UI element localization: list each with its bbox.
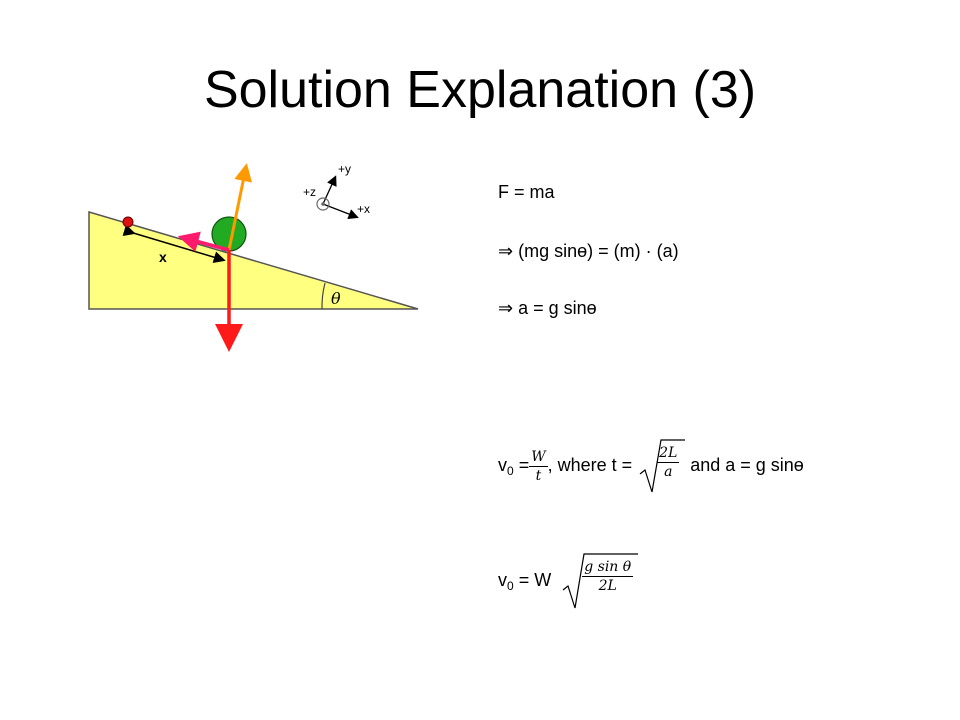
equation-forces: ⇒ (mg sinɵ) = (m) · (a) bbox=[498, 241, 679, 261]
sqrt-symbol bbox=[639, 439, 686, 493]
incline-ramp bbox=[88, 210, 419, 310]
equation-v0-definition: v0 = W t , where t = 2L a and a = g sinɵ bbox=[498, 438, 804, 494]
fraction-w-over-t: W t bbox=[529, 448, 548, 484]
sqrt-gsin-over-2l: g sin θ 2L bbox=[556, 552, 639, 610]
axis-label-x: +x bbox=[357, 202, 370, 216]
slide-title: Solution Explanation (3) bbox=[203, 61, 757, 119]
sqrt-2l-over-a: 2L a bbox=[637, 438, 686, 494]
axis-label-y: +y bbox=[338, 162, 351, 176]
friction-force-arrow bbox=[177, 231, 230, 252]
distance-arrow bbox=[122, 224, 226, 264]
sqrt-symbol bbox=[562, 553, 639, 609]
angle-label: θ bbox=[331, 289, 341, 308]
angle-arc bbox=[321, 282, 326, 310]
axes-icon: +y +z +x bbox=[303, 162, 370, 219]
equation-v0-result: v0 = W g sin θ 2L bbox=[498, 552, 639, 610]
axis-label-z: +z bbox=[303, 185, 316, 199]
equation-acceleration: ⇒ a = g sinɵ bbox=[498, 298, 597, 318]
normal-force-arrow bbox=[227, 163, 253, 251]
equation-newton: F = ma bbox=[498, 182, 555, 202]
start-marker bbox=[122, 216, 134, 228]
implies-symbol: ⇒ bbox=[498, 241, 514, 261]
implies-symbol: ⇒ bbox=[498, 298, 514, 318]
distance-label: x bbox=[159, 249, 167, 265]
